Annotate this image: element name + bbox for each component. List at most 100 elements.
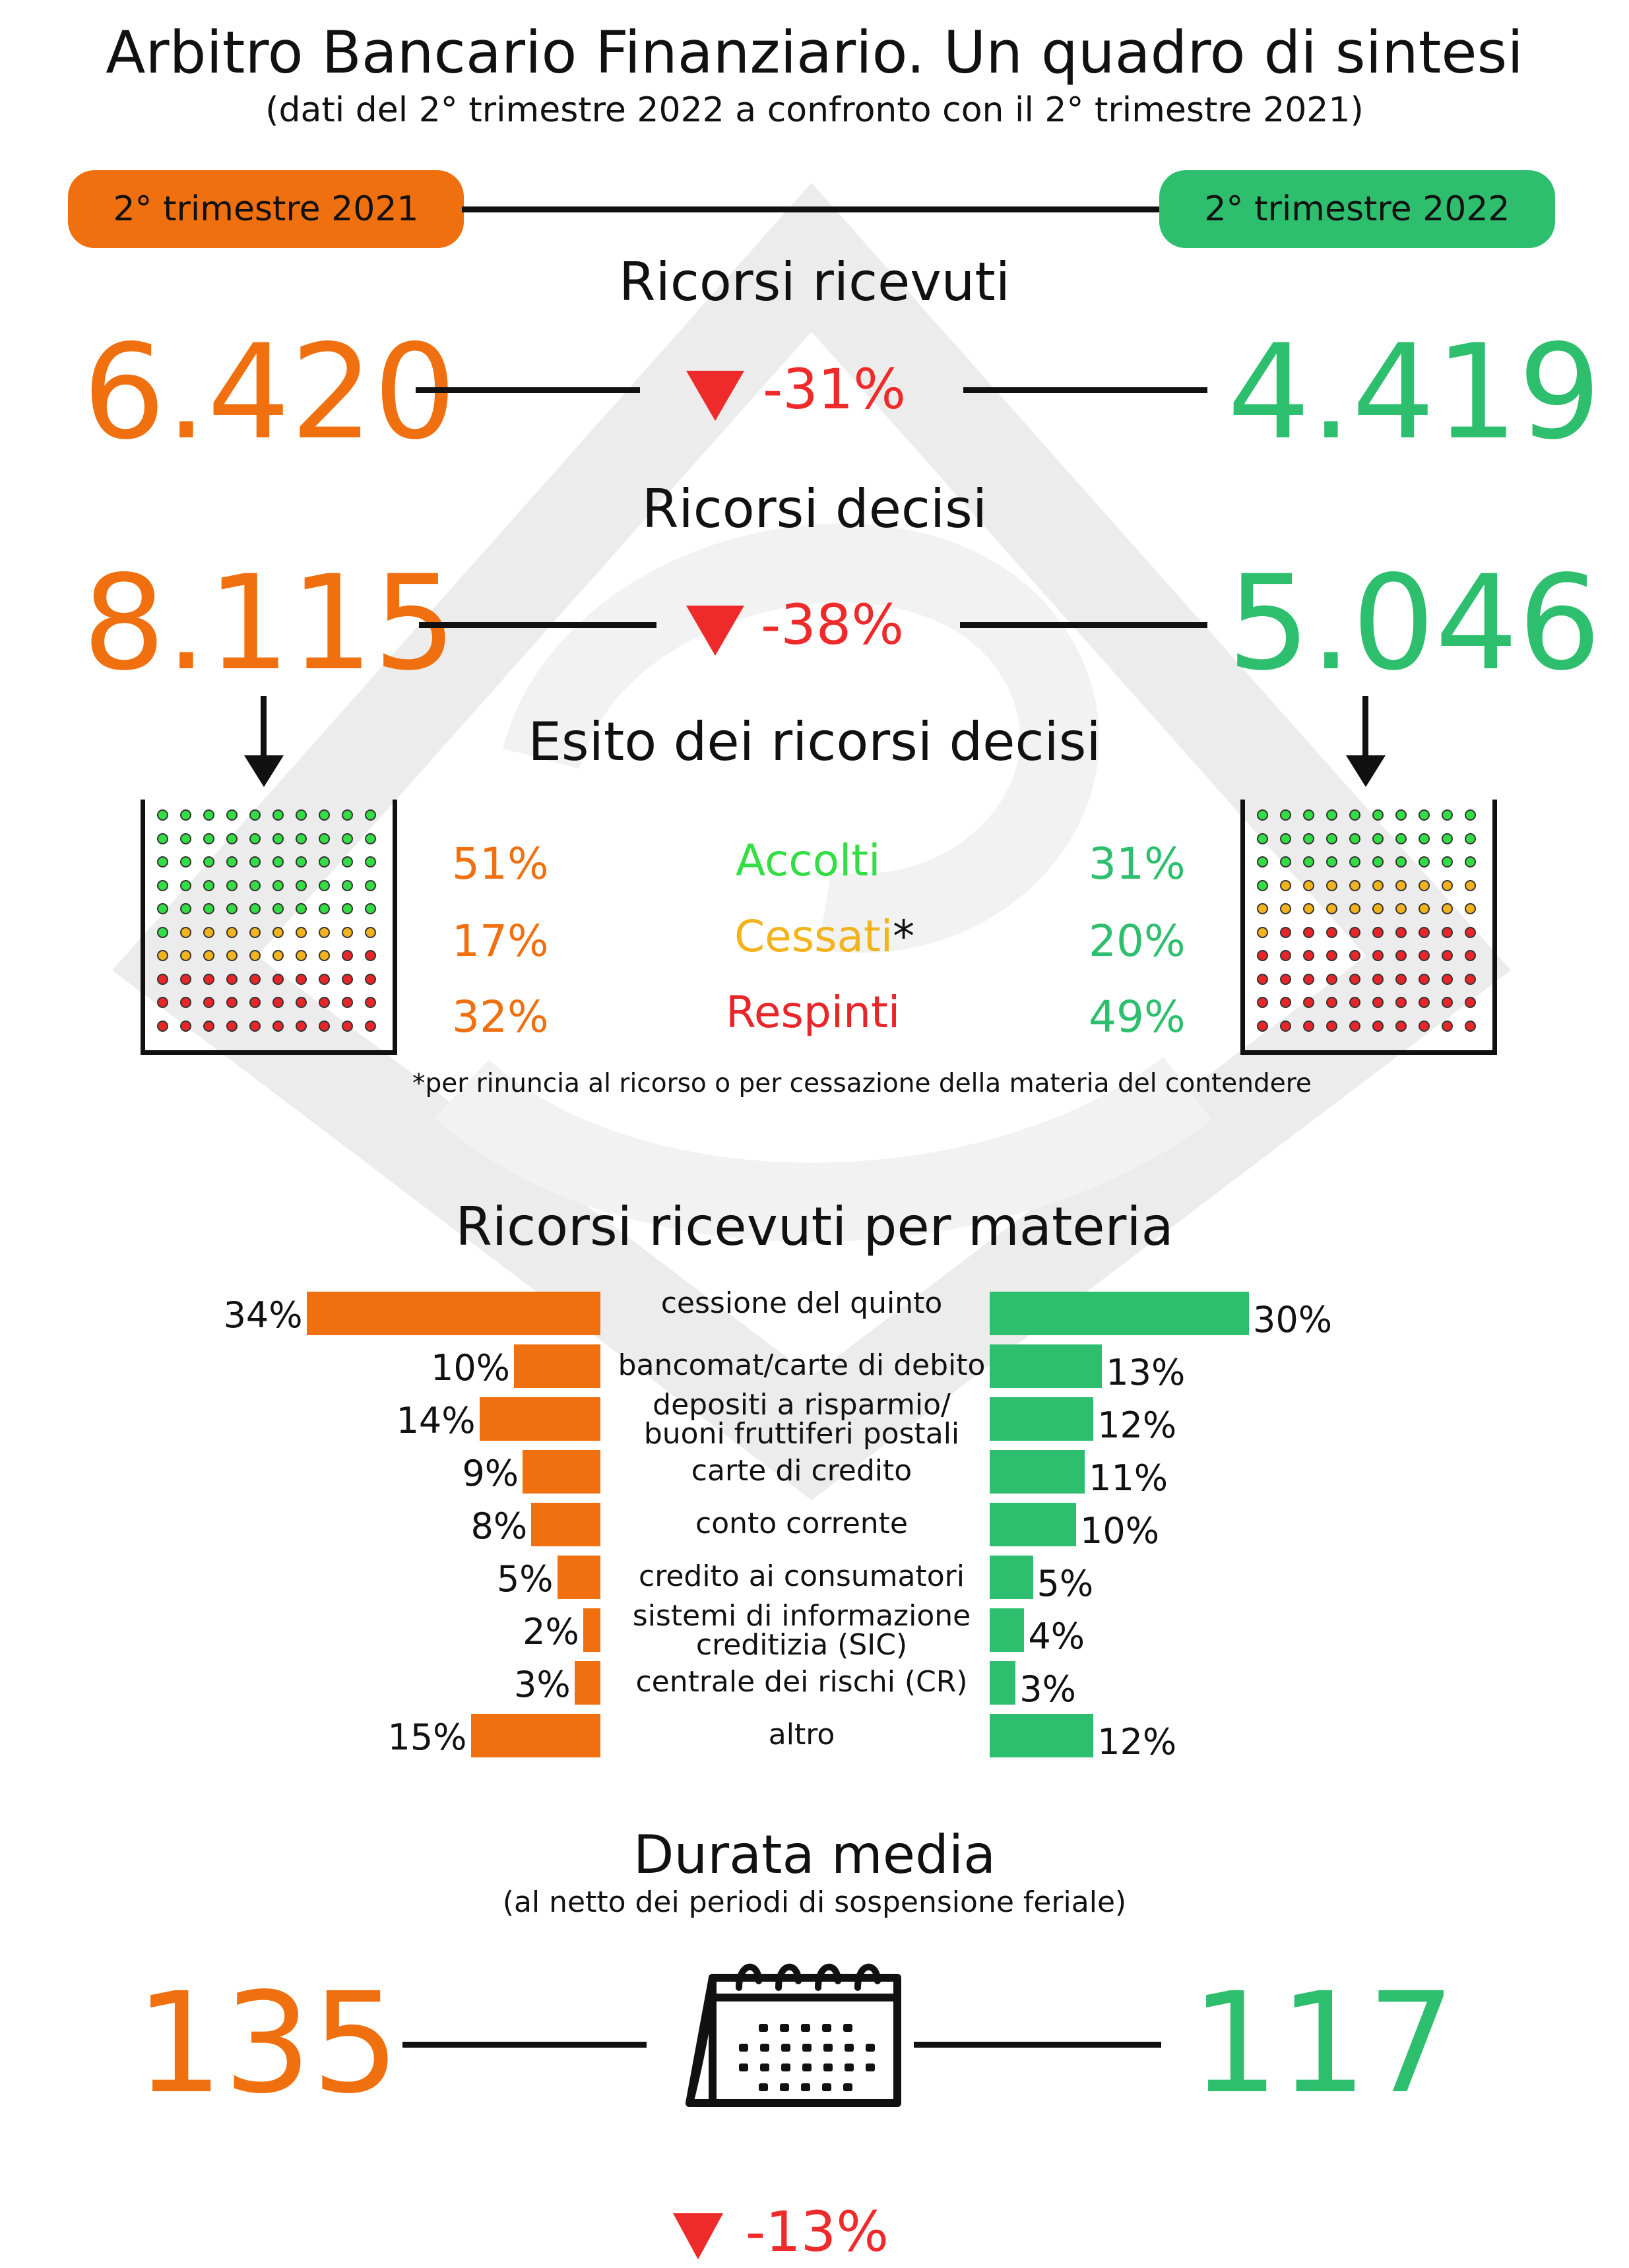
outcome-dot [365, 926, 376, 938]
duration-change: -13% [746, 2199, 889, 2264]
bar-2021 [514, 1344, 600, 1388]
outcome-dot [296, 973, 307, 985]
outcome-dot [1465, 856, 1476, 867]
outcome-dot [203, 809, 214, 821]
subject-category-label: credito ai consumatori [639, 1559, 965, 1593]
outcome-dot [249, 926, 261, 938]
outcome-dot [1372, 1020, 1384, 1032]
duration-2022-value: 117 [1191, 1963, 1455, 2124]
outcome-dot [1372, 903, 1384, 914]
received-change: -31% [763, 357, 907, 422]
outcome-dot [203, 997, 214, 1008]
outcome-dot [1442, 809, 1453, 821]
outcome-dot [1442, 926, 1453, 938]
outcome-dot [226, 879, 238, 891]
outcome-dot [1395, 903, 1407, 914]
outcome-dot [1395, 950, 1407, 961]
respinti-2022: 49% [1089, 992, 1186, 1042]
outcome-dot [1442, 950, 1453, 961]
outcome-dot [365, 903, 376, 914]
outcome-dot [1372, 856, 1384, 867]
outcome-dot [180, 1020, 191, 1032]
outcome-dot [1280, 856, 1291, 867]
bar-2022-label: 11% [1089, 1457, 1168, 1499]
outcome-dot [1280, 833, 1291, 844]
bar-2021 [531, 1503, 600, 1546]
outcome-dot [319, 903, 330, 914]
outcome-dot [1395, 1020, 1407, 1032]
bar-2022-label: 13% [1106, 1352, 1186, 1393]
bar-2022-label: 4% [1028, 1616, 1085, 1657]
received-line-left [416, 387, 640, 393]
outcome-dot [272, 973, 284, 985]
accolti-2022: 31% [1089, 838, 1186, 889]
bar-2022-label: 12% [1097, 1721, 1177, 1763]
outcome-dot [365, 997, 376, 1008]
accolti-2021: 51% [452, 838, 549, 889]
outcome-dot [1303, 997, 1314, 1008]
bar-2022 [990, 1503, 1076, 1546]
outcome-dot [1257, 926, 1268, 938]
outcome-dot [272, 950, 284, 961]
period-2021-pill: 2° trimestre 2021 [68, 170, 464, 248]
outcome-dot [226, 997, 238, 1008]
outcome-dot [1442, 879, 1453, 891]
arrow-down-icon [1346, 696, 1386, 787]
outcome-dot [1303, 973, 1314, 985]
outcome-dot [157, 1020, 168, 1032]
outcome-dot [1349, 833, 1360, 844]
outcome-dot [319, 997, 330, 1008]
subject-category-label: bancomat/carte di debito [618, 1348, 986, 1382]
duration-note: (al netto dei periodi di sospensione fer… [502, 1885, 1127, 1919]
outcome-dot [319, 973, 330, 985]
outcome-dot [1419, 1020, 1430, 1032]
bar-2022 [990, 1556, 1033, 1599]
outcome-dot [226, 833, 238, 844]
outcome-dot [226, 950, 238, 961]
outcome-dot [296, 879, 307, 891]
outcome-dot [1465, 809, 1476, 821]
decided-line-right [960, 622, 1207, 628]
cessati-label-text: Cessati [734, 911, 893, 962]
subject-category-line: buoni fruttiferi postali [643, 1417, 960, 1451]
outcome-dot [365, 879, 376, 891]
bar-2021 [557, 1556, 600, 1599]
outcome-dot [1326, 903, 1337, 914]
subjects-heading: Ricorsi ricevuti per materia [455, 1196, 1174, 1257]
down-triangle-icon [673, 2213, 723, 2259]
subject-category-label: carte di credito [691, 1454, 912, 1488]
outcome-dot [1442, 973, 1453, 985]
outcome-dot [180, 903, 191, 914]
bar-2022 [990, 1292, 1249, 1335]
outcome-dot [1349, 1020, 1360, 1032]
outcome-dot [296, 809, 307, 821]
duration-heading: Durata media [633, 1824, 996, 1885]
period-connector-line [462, 206, 1161, 212]
outcome-dot [249, 833, 261, 844]
outcome-dot [1419, 809, 1430, 821]
outcome-dot [342, 926, 353, 938]
outcome-dot [319, 879, 330, 891]
decided-2022-value: 5.046 [1227, 547, 1601, 699]
outcome-dot [319, 1020, 330, 1032]
bar-2021-label: 3% [514, 1664, 571, 1705]
outcome-dot [272, 903, 284, 914]
outcome-dot [342, 973, 353, 985]
outcome-dot [1303, 879, 1314, 891]
outcome-dot [226, 1020, 238, 1032]
outcome-dot [1326, 809, 1337, 821]
outcome-dot [249, 879, 261, 891]
outcome-dot [1419, 903, 1430, 914]
outcome-dot [157, 833, 168, 844]
outcome-dot [1395, 833, 1407, 844]
outcome-dot [1303, 833, 1314, 844]
outcome-dot [365, 973, 376, 985]
outcome-dot [1465, 926, 1476, 938]
outcome-dot [249, 973, 261, 985]
outcome-dot [1395, 973, 1407, 985]
outcome-dot [180, 809, 191, 821]
outcome-dot [296, 856, 307, 867]
bar-2021-label: 8% [470, 1505, 528, 1547]
outcome-dot [180, 973, 191, 985]
outcome-dot [1465, 879, 1476, 891]
